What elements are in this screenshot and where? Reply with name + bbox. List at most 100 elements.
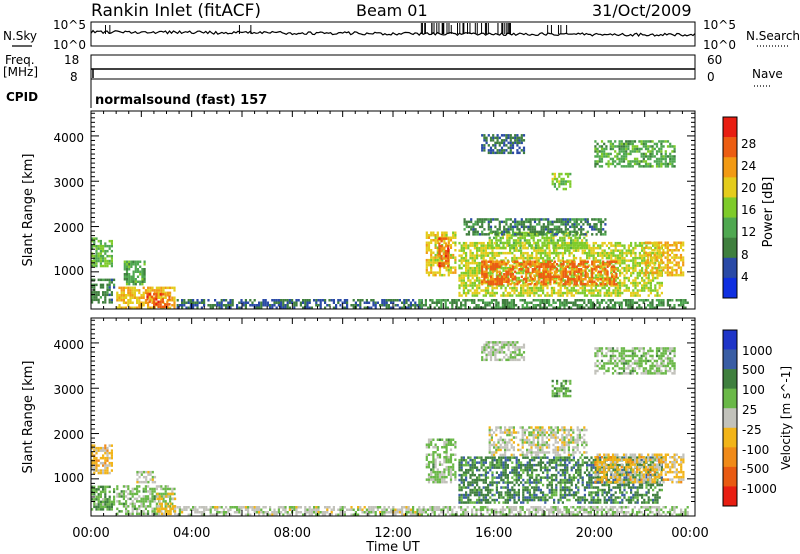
data-cell [546,254,549,257]
nsearch-tick-top: 10^5 [703,18,736,32]
data-cell [171,286,174,290]
data-cell [149,497,152,501]
data-cell [570,279,573,282]
data-cell [251,304,254,307]
data-cell [641,284,644,287]
data-cell [591,278,594,281]
data-cell [642,140,645,143]
data-cell [134,260,137,263]
data-cell [644,155,648,158]
data-cell [539,246,542,250]
data-cell [176,299,179,302]
data-cell [529,265,532,268]
data-cell [528,254,531,257]
data-cell [632,249,635,252]
data-cell [533,286,536,290]
data-cell [436,271,439,274]
data-cell [313,506,316,509]
freq-units-label: [MHz] [3,65,38,79]
data-cell [473,246,476,250]
data-cell [481,260,484,263]
data-cell [533,279,536,282]
data-cell [649,306,652,309]
data-cell [131,301,134,304]
data-cell [465,246,468,250]
data-cell [163,495,166,498]
data-cell [572,284,575,287]
data-cell [572,239,575,242]
data-cell [462,276,465,280]
data-cell [445,468,448,471]
data-cell [677,304,680,307]
data-cell [436,236,439,239]
data-cell [337,513,340,516]
data-cell [662,301,665,304]
data-cell [308,306,311,309]
data-cell [131,296,134,299]
data-cell [593,280,596,283]
data-cell [638,304,641,307]
data-cell [507,134,510,137]
data-cell [418,304,421,307]
data-cell [468,299,471,302]
data-cell [553,177,556,181]
freq-label: Freq. [5,53,35,67]
data-cell [607,160,610,163]
data-cell [630,294,633,297]
data-cell [99,254,102,258]
data-cell [409,306,412,309]
data-cell [225,304,228,307]
data-cell [434,241,437,244]
data-cell [470,228,473,231]
data-cell [251,301,254,304]
data-cell [284,508,287,511]
data-cell [555,291,558,295]
data-cell [271,513,274,516]
data-cell [244,513,247,516]
data-cell [138,507,141,511]
data-cell [485,270,488,273]
data-cell [443,468,446,471]
data-cell [266,513,269,516]
data-cell [562,218,565,221]
data-cell [582,282,585,286]
data-cell [526,286,529,290]
data-cell [122,495,125,498]
data-cell [614,241,617,245]
data-cell [555,275,559,278]
data-cell [578,236,581,240]
data-cell [666,246,669,249]
data-cell [484,276,487,280]
data-cell [544,275,548,278]
data-cell [507,218,510,221]
data-cell [520,233,523,236]
data-cell [149,502,152,506]
data-cell [610,265,614,268]
data-cell [588,278,592,281]
data-cell [610,260,614,263]
data-cell [110,298,113,302]
data-cell [537,249,540,252]
data-cell [658,304,661,307]
data-cell [592,281,595,285]
data-cell [625,269,628,272]
data-cell [516,151,519,155]
data-cell [495,266,498,270]
data-cell [280,299,283,302]
data-cell [612,249,615,252]
data-cell [516,149,519,152]
data-cell [157,305,160,309]
data-cell [149,492,152,496]
data-cell [598,145,601,148]
data-cell [575,284,578,287]
data-cell [458,279,461,282]
data-cell [282,508,285,511]
data-cell [651,152,654,156]
data-cell [147,480,150,484]
data-cell [569,225,572,229]
data-cell [315,511,318,514]
data-cell [588,249,591,252]
data-cell [519,239,522,242]
data-cell [613,270,616,273]
data-cell [173,299,176,302]
